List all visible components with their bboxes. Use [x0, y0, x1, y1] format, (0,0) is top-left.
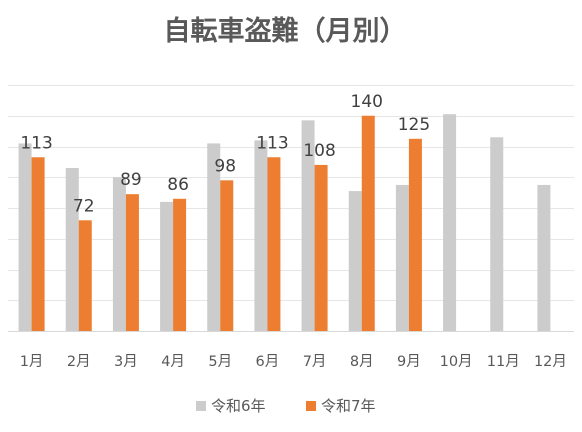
data-label: 113: [256, 133, 288, 153]
data-label: 98: [214, 156, 236, 176]
bar-reiwa6: [18, 143, 32, 331]
bars: [18, 114, 551, 332]
bar-reiwa6: [160, 201, 174, 331]
x-tick-label: 5月: [208, 354, 232, 370]
bar-reiwa6: [207, 143, 221, 331]
bar-reiwa7: [78, 220, 92, 331]
legend-label-reiwa7: 令和7年: [321, 397, 376, 415]
x-tick-label: 7月: [303, 354, 327, 370]
x-tick-label: 4月: [161, 354, 185, 370]
data-label: 86: [167, 175, 189, 195]
x-tick-label: 2月: [67, 354, 91, 370]
bar-reiwa6: [112, 177, 126, 331]
x-tick-label: 12月: [534, 354, 567, 370]
legend-label-reiwa6: 令和6年: [211, 397, 266, 415]
data-label: 140: [351, 92, 383, 112]
chart-title: 自転車盗難（月別）: [164, 15, 407, 47]
bar-reiwa6: [254, 140, 268, 331]
data-label: 108: [303, 141, 335, 161]
bar-reiwa6: [395, 184, 409, 331]
bar-reiwa6: [65, 168, 79, 331]
data-labels: 113 72 89 86 98 113 108 140 125: [20, 92, 430, 217]
legend-swatch-reiwa7: [306, 401, 316, 411]
bar-reiwa7: [361, 115, 375, 331]
bar-reiwa6: [537, 184, 551, 331]
data-label: 89: [120, 170, 142, 190]
bar-reiwa7: [408, 138, 422, 331]
x-tick-label: 6月: [256, 354, 280, 370]
bar-reiwa7: [314, 164, 328, 331]
bar-reiwa7: [267, 157, 281, 331]
legend: 令和6年 令和7年: [196, 397, 376, 415]
bar-reiwa7: [173, 198, 187, 331]
bar-reiwa6: [301, 120, 315, 331]
x-tick-label: 1月: [20, 354, 44, 370]
x-tick-label: 3月: [114, 354, 138, 370]
data-label: 72: [73, 196, 95, 216]
x-tick-label: 10月: [440, 354, 473, 370]
x-tick-label: 8月: [350, 354, 374, 370]
bar-reiwa6: [443, 114, 457, 332]
gridlines: [8, 85, 574, 332]
x-tick-label: 11月: [487, 354, 520, 370]
bar-reiwa6: [348, 191, 362, 331]
data-label: 113: [20, 133, 52, 153]
x-tick-label: 9月: [397, 354, 421, 370]
data-label: 125: [398, 115, 430, 135]
bar-reiwa7: [125, 194, 139, 331]
bar-reiwa7: [31, 157, 45, 331]
bar-reiwa7: [220, 180, 234, 331]
x-axis-ticks: 1月 2月 3月 4月 5月 6月 7月 8月 9月 10月 11月 12月: [20, 354, 567, 370]
bar-reiwa6: [490, 137, 504, 331]
legend-swatch-reiwa6: [196, 401, 206, 411]
